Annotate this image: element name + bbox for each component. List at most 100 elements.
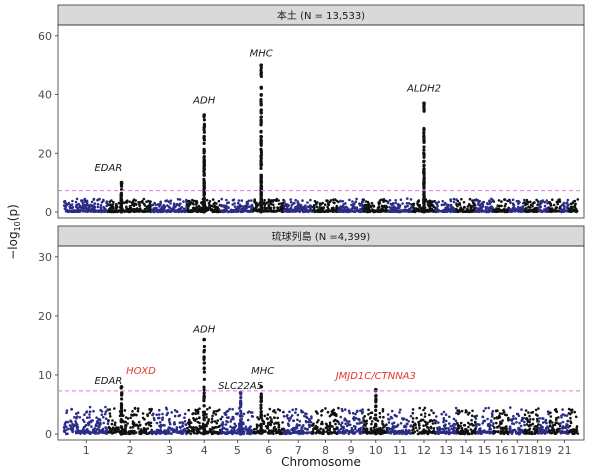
snp-point	[149, 424, 153, 428]
snp-point	[110, 430, 114, 434]
snp-point	[108, 427, 111, 430]
snp-point	[375, 209, 379, 213]
snp-point	[190, 201, 193, 204]
snp-point	[306, 205, 310, 209]
snp-point	[529, 200, 532, 204]
snp-point-peak	[374, 408, 378, 412]
snp-point	[453, 422, 456, 426]
snp-point	[182, 200, 185, 203]
snp-point-peak	[259, 180, 263, 184]
snp-point	[455, 203, 459, 207]
snp-point	[366, 207, 369, 210]
snp-point	[501, 430, 505, 433]
snp-point	[372, 205, 376, 208]
snp-point	[180, 421, 184, 424]
snp-point	[560, 416, 563, 419]
snp-point-peak	[202, 166, 206, 171]
snp-point	[383, 209, 386, 213]
snp-point	[575, 425, 579, 428]
snp-point	[198, 206, 202, 209]
snp-point	[444, 419, 448, 423]
snp-point	[178, 198, 182, 201]
snp-point	[324, 407, 327, 410]
snp-point	[149, 421, 153, 425]
snp-point	[476, 430, 480, 434]
snp-point	[314, 202, 318, 206]
snp-point	[378, 411, 382, 415]
snp-point	[354, 427, 357, 431]
snp-point	[186, 203, 189, 206]
snp-point-peak	[239, 405, 243, 409]
snp-point	[493, 417, 496, 420]
snp-point	[499, 422, 503, 426]
snp-point	[418, 205, 422, 209]
snp-point	[526, 429, 529, 432]
snp-point	[435, 415, 438, 418]
snp-point	[151, 431, 154, 435]
snp-point	[517, 428, 520, 431]
snp-point	[502, 210, 505, 213]
snp-point	[100, 413, 104, 417]
snp-point	[208, 406, 211, 410]
snp-point	[195, 201, 199, 205]
snp-point	[249, 209, 252, 213]
snp-point	[273, 416, 276, 420]
snp-point	[318, 206, 322, 209]
snp-point	[89, 208, 93, 212]
snp-point	[501, 426, 505, 430]
snp-point	[402, 417, 406, 421]
snp-point-peak	[259, 207, 263, 211]
snp-point-peak	[422, 105, 426, 109]
snp-point	[287, 424, 291, 427]
snp-point	[340, 421, 344, 425]
snp-point	[568, 424, 572, 428]
snp-point-top	[422, 101, 426, 106]
snp-point	[165, 408, 169, 411]
snp-point	[288, 207, 291, 211]
snp-point	[65, 411, 68, 415]
snp-point	[533, 425, 536, 429]
snp-point	[556, 202, 559, 206]
snp-point	[90, 419, 93, 423]
snp-point	[146, 414, 149, 418]
snp-point	[414, 426, 418, 430]
snp-point	[263, 414, 267, 418]
snp-point	[516, 412, 520, 416]
snp-point	[282, 410, 285, 414]
snp-point-peak	[238, 401, 243, 405]
snp-point	[293, 431, 297, 434]
snp-point	[225, 420, 228, 423]
snp-point	[518, 421, 521, 425]
snp-point	[183, 416, 186, 420]
snp-point	[236, 201, 240, 205]
snp-point	[411, 420, 415, 424]
snp-point	[253, 199, 256, 202]
snp-point	[289, 416, 293, 419]
snp-point	[138, 204, 141, 208]
snp-point	[474, 417, 478, 420]
snp-point	[386, 413, 390, 416]
snp-point	[110, 422, 114, 426]
snp-point	[162, 207, 166, 211]
snp-point	[300, 208, 304, 211]
snp-point	[397, 429, 401, 433]
snp-point	[436, 204, 439, 208]
snp-point	[73, 415, 76, 419]
snp-point	[280, 210, 284, 213]
snp-point	[296, 201, 300, 205]
snp-point	[75, 417, 78, 420]
snp-point	[523, 420, 526, 424]
snp-point	[82, 204, 85, 208]
snp-point	[511, 422, 514, 425]
snp-point	[225, 210, 228, 213]
snp-point	[348, 209, 351, 212]
snp-point	[390, 427, 394, 431]
snp-point	[535, 198, 538, 202]
snp-point	[463, 423, 467, 427]
snp-point	[80, 199, 83, 202]
snp-point	[531, 422, 534, 426]
snp-point	[76, 431, 79, 434]
snp-point	[416, 200, 420, 203]
snp-point	[506, 430, 510, 434]
snp-point	[97, 424, 100, 428]
